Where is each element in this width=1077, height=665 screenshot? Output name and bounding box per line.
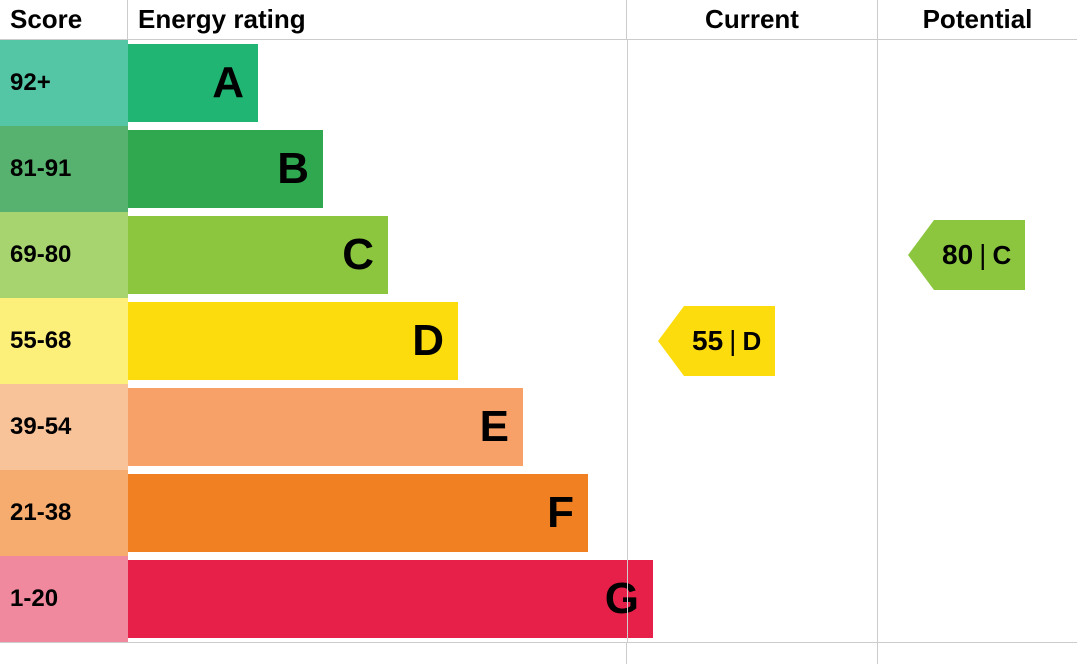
current-cell: 55|D: [627, 298, 878, 384]
current-cell: [627, 212, 878, 298]
rating-bar-b: B: [128, 130, 323, 208]
potential-cell: 80|C: [878, 212, 1077, 298]
rating-bar-cell: D: [128, 298, 627, 384]
arrow-separator: |: [729, 325, 736, 357]
arrow-grade: C: [992, 240, 1011, 271]
arrow-body: 80|C: [934, 220, 1025, 290]
epc-chart: Score Energy rating Current Potential 92…: [0, 0, 1077, 665]
rating-bar-e: E: [128, 388, 523, 466]
band-row-d: 55-68D55|D: [0, 298, 1077, 384]
score-range: 21-38: [0, 470, 128, 556]
rating-bar-cell: E: [128, 384, 627, 470]
arrow-tip-icon: [908, 220, 934, 290]
rating-bar-a: A: [128, 44, 258, 122]
score-range: 92+: [0, 40, 128, 126]
rating-bar-cell: B: [128, 126, 627, 212]
score-range: 69-80: [0, 212, 128, 298]
band-row-f: 21-38F: [0, 470, 1077, 556]
bottom-border: [0, 642, 1077, 664]
header-potential: Potential: [878, 0, 1077, 39]
potential-tag: 80|C: [908, 220, 1025, 290]
rating-bar-cell: A: [128, 40, 627, 126]
header-current: Current: [627, 0, 878, 39]
band-row-c: 69-80C80|C: [0, 212, 1077, 298]
arrow-value: 80: [942, 239, 973, 271]
arrow-grade: D: [742, 326, 761, 357]
arrow-tip-icon: [658, 306, 684, 376]
potential-cell: [878, 40, 1077, 126]
header-row: Score Energy rating Current Potential: [0, 0, 1077, 40]
band-row-g: 1-20G: [0, 556, 1077, 642]
potential-cell: [878, 298, 1077, 384]
potential-cell: [878, 126, 1077, 212]
arrow-value: 55: [692, 325, 723, 357]
rating-bar-cell: C: [128, 212, 627, 298]
current-cell: [627, 126, 878, 212]
header-score: Score: [0, 0, 128, 39]
header-rating: Energy rating: [128, 0, 627, 39]
rating-bar-g: G: [128, 560, 653, 638]
score-range: 1-20: [0, 556, 128, 642]
band-row-e: 39-54E: [0, 384, 1077, 470]
rating-bar-cell: F: [128, 470, 627, 556]
current-cell: [627, 556, 878, 642]
arrow-separator: |: [979, 239, 986, 271]
current-cell: [627, 384, 878, 470]
rating-rows: 92+A81-91B69-80C80|C55-68D55|D39-54E21-3…: [0, 40, 1077, 642]
current-cell: [627, 470, 878, 556]
rating-bar-f: F: [128, 474, 588, 552]
potential-cell: [878, 470, 1077, 556]
arrow-body: 55|D: [684, 306, 775, 376]
score-range: 55-68: [0, 298, 128, 384]
band-row-a: 92+A: [0, 40, 1077, 126]
score-range: 81-91: [0, 126, 128, 212]
rating-bar-cell: G: [128, 556, 627, 642]
potential-cell: [878, 384, 1077, 470]
rating-bar-d: D: [128, 302, 458, 380]
current-tag: 55|D: [658, 306, 775, 376]
current-cell: [627, 40, 878, 126]
potential-cell: [878, 556, 1077, 642]
score-range: 39-54: [0, 384, 128, 470]
rating-bar-c: C: [128, 216, 388, 294]
band-row-b: 81-91B: [0, 126, 1077, 212]
